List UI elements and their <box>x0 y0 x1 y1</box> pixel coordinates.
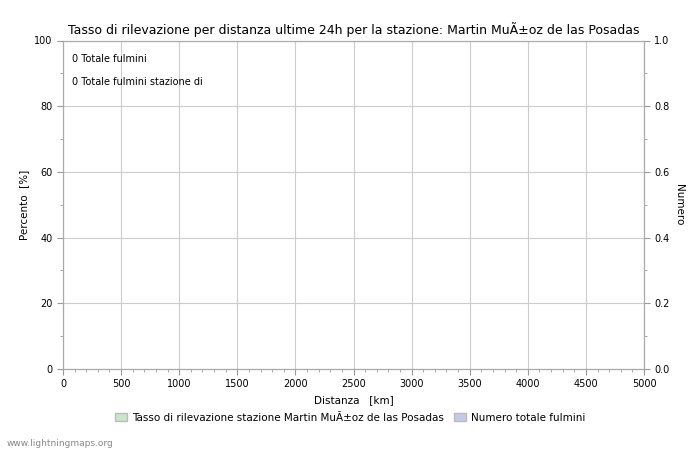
Legend: Tasso di rilevazione stazione Martin MuÃ±oz de las Posadas, Numero totale fulmin: Tasso di rilevazione stazione Martin MuÃ… <box>111 409 589 427</box>
Text: www.lightningmaps.org: www.lightningmaps.org <box>7 439 113 448</box>
Text: 0 Totale fulmini: 0 Totale fulmini <box>71 54 146 63</box>
Y-axis label: Percento  [%]: Percento [%] <box>19 170 29 240</box>
Y-axis label: Numero: Numero <box>673 184 684 225</box>
X-axis label: Distanza   [km]: Distanza [km] <box>314 395 393 405</box>
Title: Tasso di rilevazione per distanza ultime 24h per la stazione: Martin MuÃ±oz de l: Tasso di rilevazione per distanza ultime… <box>68 22 639 36</box>
Text: 0 Totale fulmini stazione di: 0 Totale fulmini stazione di <box>71 76 202 87</box>
